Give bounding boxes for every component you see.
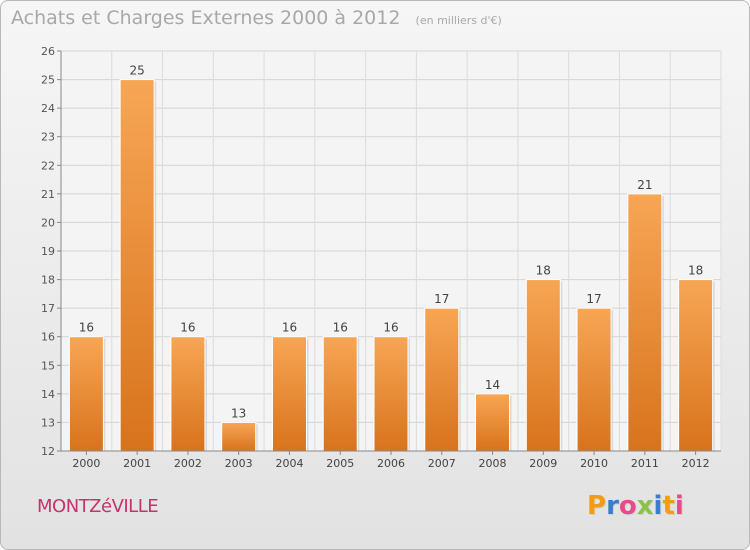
- chart-title: Achats et Charges Externes 2000 à 2012: [11, 7, 401, 29]
- bar-2007: [424, 307, 460, 452]
- y-tick-label: 17: [41, 302, 55, 315]
- tick-labels: 12 13 14 15 16 17 18 19 20 21 22 23 24 25 26 2000 2001 20…: [41, 45, 710, 470]
- data-label: 25: [130, 64, 145, 78]
- data-label: 16: [79, 321, 94, 335]
- chart-header: Achats et Charges Externes 2000 à 2012 (…: [11, 7, 502, 29]
- x-tick-label: 2004: [275, 457, 303, 470]
- y-tick-label: 25: [41, 74, 55, 87]
- y-tick-label: 14: [41, 388, 55, 401]
- y-tick-label: 22: [41, 159, 55, 172]
- bar-2012: [678, 279, 714, 452]
- y-tick-label: 20: [41, 216, 55, 229]
- bars: [68, 79, 715, 452]
- bar-2008: [475, 393, 511, 452]
- bar-2010: [576, 307, 612, 452]
- bar-2002: [170, 336, 206, 452]
- logo-letter: t: [662, 491, 675, 521]
- bar-2001: [119, 79, 155, 452]
- place-name: MONTZéVILLE: [37, 496, 159, 517]
- x-tick-label: 2008: [479, 457, 507, 470]
- data-label: 16: [180, 321, 195, 335]
- y-tick-label: 23: [41, 131, 55, 144]
- proxiti-logo: Proxiti: [587, 491, 684, 521]
- data-label: 17: [434, 292, 449, 306]
- logo-letter: P: [587, 491, 607, 521]
- data-label: 17: [586, 292, 601, 306]
- data-label: 16: [333, 321, 348, 335]
- y-tick-label: 21: [41, 188, 55, 201]
- axes: [57, 50, 721, 455]
- logo-letter: i: [653, 491, 663, 521]
- x-tick-label: 2007: [428, 457, 456, 470]
- bar-2011: [627, 193, 663, 452]
- x-tick-label: 2009: [529, 457, 557, 470]
- bar-2009: [525, 279, 561, 452]
- x-tick-label: 2010: [580, 457, 608, 470]
- y-tick-label: 26: [41, 45, 55, 58]
- bar-2000: [68, 336, 104, 452]
- bar-2004: [271, 336, 307, 452]
- y-tick-label: 12: [41, 445, 55, 458]
- x-tick-label: 2005: [326, 457, 354, 470]
- data-label: 16: [282, 321, 297, 335]
- chart-subtitle: (en milliers d'€): [415, 14, 502, 27]
- y-tick-label: 16: [41, 331, 55, 344]
- logo-letter: i: [674, 491, 684, 521]
- x-tick-label: 2011: [631, 457, 659, 470]
- logo-letter: x: [636, 491, 654, 521]
- data-label: 13: [231, 406, 246, 420]
- data-label: 14: [485, 378, 500, 392]
- y-tick-label: 13: [41, 416, 55, 429]
- y-tick-label: 15: [41, 359, 55, 372]
- y-tick-label: 24: [41, 102, 55, 115]
- data-label: 18: [536, 264, 551, 278]
- y-tick-label: 19: [41, 245, 55, 258]
- y-tick-label: 18: [41, 274, 55, 287]
- x-tick-label: 2003: [225, 457, 253, 470]
- x-tick-label: 2002: [174, 457, 202, 470]
- data-label: 16: [383, 321, 398, 335]
- x-tick-label: 2006: [377, 457, 405, 470]
- data-label: 18: [688, 264, 703, 278]
- x-tick-label: 2001: [123, 457, 151, 470]
- bar-2006: [373, 336, 409, 452]
- data-labels: 16 25 16 13 16 16 16 17 14 18 17 21 18: [79, 64, 704, 421]
- bar-2005: [322, 336, 358, 452]
- logo-letter: r: [606, 491, 619, 521]
- x-tick-label: 2000: [72, 457, 100, 470]
- data-label: 21: [637, 178, 652, 192]
- bar-2003: [221, 421, 257, 452]
- logo-letter: o: [618, 491, 637, 521]
- x-tick-label: 2012: [682, 457, 710, 470]
